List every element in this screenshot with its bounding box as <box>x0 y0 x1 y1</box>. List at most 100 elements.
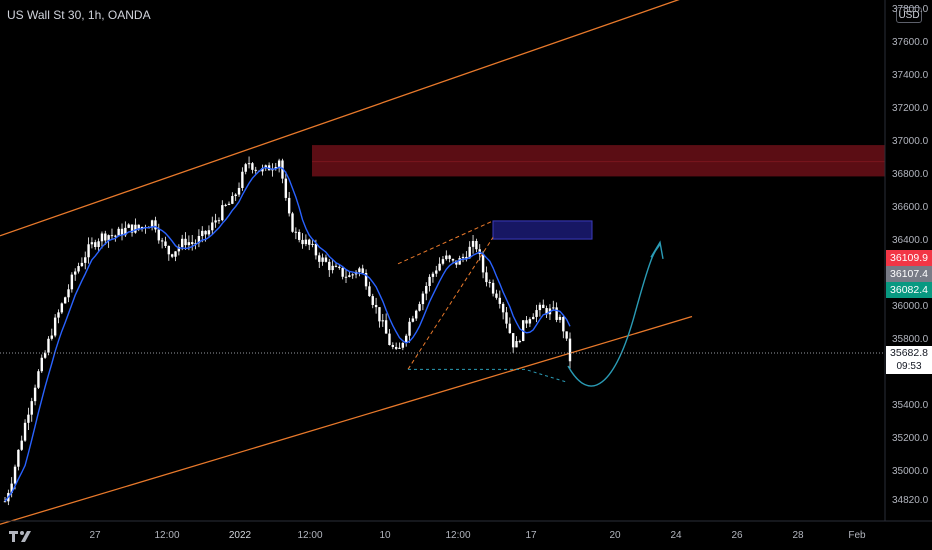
candle-body <box>13 466 17 484</box>
candle-body <box>528 319 532 324</box>
candle-body <box>401 342 405 348</box>
y-tick-label: 34820.0 <box>892 495 929 507</box>
candle-body <box>334 265 338 267</box>
x-tick-label: 12:00 <box>154 530 180 541</box>
price-label-green: 36082.4 <box>886 282 932 298</box>
candle-body <box>344 276 348 278</box>
candle-body <box>120 228 124 236</box>
y-tick-label: 36800.0 <box>892 168 929 180</box>
candle-body <box>17 449 20 467</box>
x-tick-label: 20 <box>609 530 621 541</box>
candle-body <box>150 220 154 228</box>
candle-body <box>445 255 448 260</box>
candle-body <box>124 227 127 236</box>
candle-body <box>495 293 498 298</box>
candle-body <box>157 229 160 241</box>
candle-body <box>318 255 321 262</box>
candle-body <box>505 312 508 324</box>
candle-body <box>10 483 13 493</box>
x-tick-label: 17 <box>525 530 537 541</box>
candle-body <box>191 242 194 245</box>
candle-body <box>221 205 224 221</box>
candle-body <box>33 387 37 402</box>
candle-body <box>23 422 27 441</box>
x-tick-label: 24 <box>670 530 682 541</box>
candle-body <box>77 266 80 272</box>
candle-body <box>411 318 415 322</box>
candle-body <box>97 241 100 248</box>
candle-body <box>160 240 164 242</box>
current-price-label: 35682.8 <box>886 346 932 360</box>
candle-body <box>104 233 107 241</box>
y-tick-label: 35000.0 <box>892 465 929 477</box>
candle-body <box>374 304 378 308</box>
candle-body <box>425 286 428 294</box>
candle-body <box>311 243 314 245</box>
channel-upper-line <box>0 0 680 237</box>
candle-body <box>408 321 411 336</box>
candle-body <box>418 304 421 311</box>
candle-body <box>70 274 74 290</box>
candle-body <box>491 282 495 294</box>
candle-body <box>448 255 451 259</box>
drawings-layer <box>397 220 664 387</box>
neckline-dashed-line <box>408 368 569 383</box>
candle-body <box>532 316 535 320</box>
candle-body <box>107 235 110 241</box>
symbol-title[interactable]: US Wall St 30, 1h, OANDA <box>7 8 151 22</box>
candle-body <box>80 262 84 267</box>
candle-body <box>364 272 368 287</box>
x-tick-label: 10 <box>379 530 391 541</box>
candle-body <box>428 276 431 287</box>
tradingview-logo[interactable] <box>7 528 47 544</box>
candle-body <box>404 335 408 343</box>
candle-body <box>388 333 391 346</box>
candle-body <box>74 271 77 275</box>
candle-body <box>321 257 324 262</box>
candle-body <box>518 341 522 343</box>
candle-body <box>100 233 104 242</box>
candle-body <box>241 171 244 188</box>
order-block-rect <box>492 220 593 240</box>
candle-body <box>277 160 281 167</box>
candle-body <box>180 238 184 247</box>
y-tick-label: 37000.0 <box>892 135 929 147</box>
currency-selector[interactable]: USD <box>896 7 922 23</box>
candle-body <box>281 160 284 179</box>
pattern-upper-dashed-line <box>397 220 494 265</box>
x-tick-label: 2022 <box>228 530 252 541</box>
candle-body <box>508 323 512 334</box>
candle-body <box>234 194 237 197</box>
candle-body <box>565 331 568 339</box>
candle-body <box>391 345 395 347</box>
candle-body <box>247 163 251 165</box>
candle-body <box>114 235 117 237</box>
candle-body <box>435 270 438 274</box>
y-tick-label: 36600.0 <box>892 201 929 213</box>
candle-body <box>284 178 288 198</box>
channel-layer <box>0 0 693 525</box>
candle-body <box>84 257 87 263</box>
candle-body <box>314 243 318 256</box>
candle-body <box>287 197 291 214</box>
candle-body <box>94 242 97 248</box>
candle-body <box>201 230 204 237</box>
candle-body <box>50 335 54 339</box>
candle-body <box>47 338 50 353</box>
candle-body <box>274 166 277 169</box>
x-tick-label: 12:00 <box>445 530 471 541</box>
candle-body <box>117 228 120 236</box>
candle-body <box>110 235 114 237</box>
candle-body <box>415 310 418 319</box>
candle-body <box>154 220 157 230</box>
y-tick-label: 37800.0 <box>892 3 929 15</box>
candle-body <box>358 268 361 272</box>
candle-body <box>488 282 491 284</box>
candle-body <box>398 347 401 349</box>
candle-body <box>535 310 538 317</box>
candle-body <box>348 275 351 277</box>
x-tick-label: 12:00 <box>297 530 323 541</box>
candle-body <box>231 196 234 204</box>
candle-body <box>562 316 565 332</box>
